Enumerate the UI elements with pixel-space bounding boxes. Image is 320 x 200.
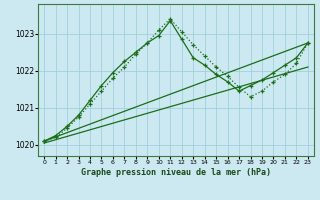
X-axis label: Graphe pression niveau de la mer (hPa): Graphe pression niveau de la mer (hPa) bbox=[81, 168, 271, 177]
